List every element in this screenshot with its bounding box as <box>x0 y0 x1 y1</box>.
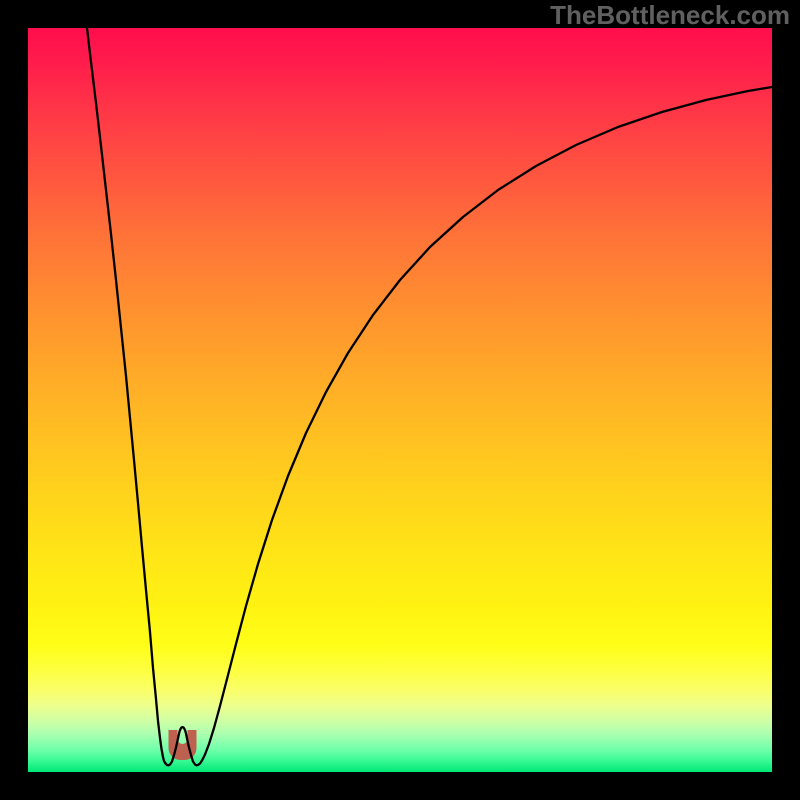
plot-area <box>28 28 772 772</box>
plot-svg <box>28 28 772 772</box>
watermark-text: TheBottleneck.com <box>550 0 790 31</box>
gradient-background <box>28 28 772 772</box>
